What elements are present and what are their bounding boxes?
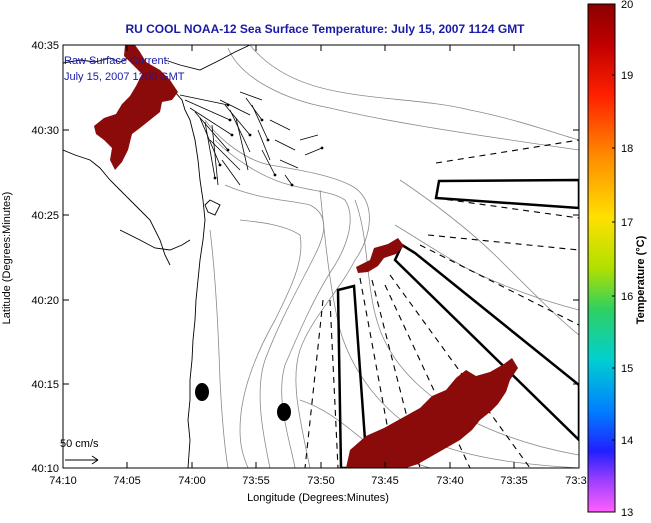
y-tick-label: 40:30 [31, 125, 59, 137]
surface-current-vectors [179, 91, 323, 186]
x-tick-label: 74:05 [113, 475, 141, 487]
y-tick-label: 40:35 [31, 40, 59, 52]
figure-title: RU COOL NOAA-12 Sea Surface Temperature:… [125, 22, 525, 36]
station-marker [195, 383, 209, 401]
coverage-polygons [336, 178, 579, 468]
colorbar-ticks [612, 74, 615, 441]
colorbar [587, 3, 616, 513]
colorbar-tick-label: 14 [621, 435, 633, 447]
colorbar-tick-label: 19 [621, 70, 633, 82]
colorbar-tick-label: 16 [621, 291, 633, 303]
colorbar-tick-label: 20 [621, 0, 633, 11]
x-tick-label: 73:35 [500, 475, 528, 487]
vector-heads [213, 103, 324, 187]
y-axis-label: Latitude (Degrees:Minutes) [1, 192, 13, 325]
current-label-line1: Raw Surface Current: [64, 55, 170, 67]
x-tick-label: 73:45 [371, 475, 399, 487]
x-tick-label: 73:55 [242, 475, 270, 487]
station-marker [277, 403, 291, 421]
colorbar-tick-label: 13 [621, 507, 633, 518]
current-label-line2: July 15, 2007 1200 GMT [64, 71, 185, 83]
x-axis-ticks [126, 45, 515, 468]
y-tick-label: 40:25 [31, 210, 59, 222]
x-tick-label: 73:40 [436, 475, 464, 487]
scale-arrow [65, 455, 99, 465]
x-axis-label: Longitude (Degrees:Minutes) [247, 492, 389, 504]
x-tick-label: 73:50 [307, 475, 335, 487]
y-tick-label: 40:20 [31, 295, 59, 307]
colorbar-tick-label: 17 [621, 217, 633, 229]
x-tick-label: 73:3 [565, 475, 586, 487]
y-tick-label: 40:15 [31, 379, 59, 391]
scale-label: 50 cm/s [60, 438, 99, 450]
colorbar-tick-label: 15 [621, 363, 633, 375]
y-tick-label: 40:10 [31, 463, 59, 475]
sst-patches [94, 45, 518, 468]
x-tick-label: 74:10 [49, 475, 77, 487]
colorbar-tick-label: 18 [621, 143, 633, 155]
colorbar-label: Temperature (°C) [635, 235, 647, 324]
x-tick-label: 74:00 [178, 475, 206, 487]
y-axis-ticks [63, 44, 579, 385]
plot-area [63, 45, 579, 468]
